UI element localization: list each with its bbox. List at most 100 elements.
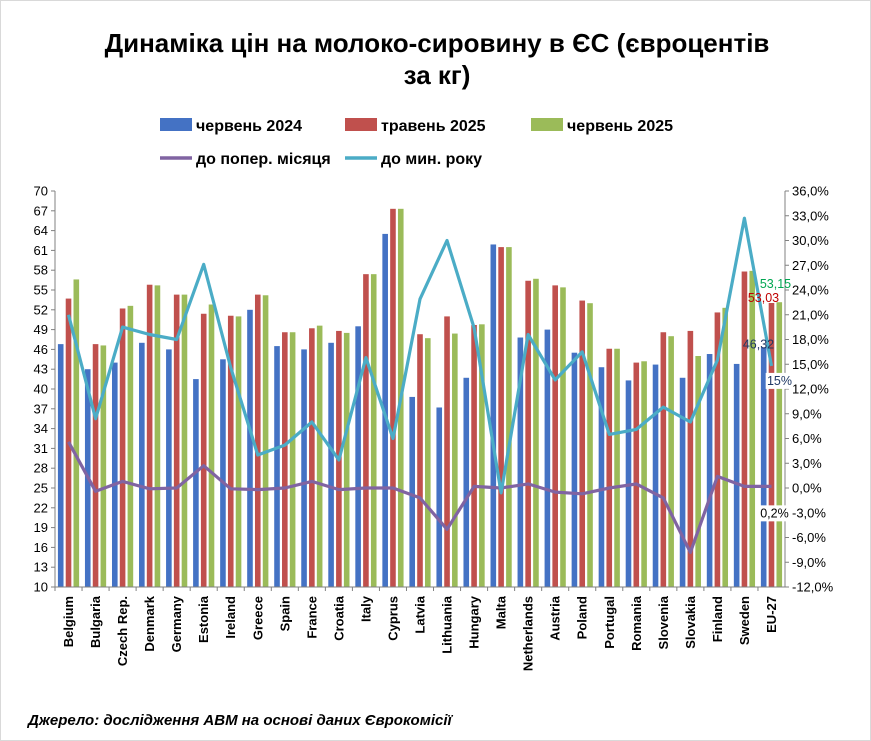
legend-swatch-jun2024 [160,118,192,131]
y-left-tick-label: 31 [34,441,48,456]
x-tick-label-romania: Romania [629,595,644,651]
bar-jun2024-czech-rep [111,362,118,587]
bar-may2025-romania [633,362,640,587]
y-left-tick-label: 19 [34,520,48,535]
legend-swatch-jun2025 [531,118,563,131]
x-tick-label-austria: Austria [548,595,563,641]
x-tick-label-estonia: Estonia [196,595,211,643]
y-left-tick-label: 10 [34,580,48,595]
bar-may2025-ireland [227,315,234,587]
x-tick-label-germany: Germany [169,595,184,652]
bar-jun2025-lithuania [452,333,458,587]
y-left-tick-label: 28 [34,461,48,476]
bar-jun2025-greece [262,295,269,587]
y-right-tick-label: 0,0% [792,481,822,496]
bar-may2025-spain [282,332,288,587]
bar-may2025-slovenia [660,332,667,587]
bar-jun2025-latvia [425,338,431,587]
bar-jun2025-germany [181,294,188,587]
y-right-tick-label: 3,0% [792,456,822,471]
bar-may2025-slovakia [687,330,694,587]
data-label-box-eu_yoy [765,372,794,389]
legend-label-jun2024: червень 2024 [196,118,302,135]
bar-jun2024-croatia [328,342,334,587]
x-tick-label-latvia: Latvia [413,595,428,633]
y-right-tick-label: 6,0% [792,431,822,446]
bar-jun2025-portugal [614,348,620,587]
chart-title-line2: за кг) [404,60,471,90]
x-tick-label-netherlands: Netherlands [521,596,536,671]
bar-jun2024-portugal [598,367,605,587]
bar-jun2025-sweden [749,270,756,587]
y-right-tick-label: 33,0% [792,208,829,223]
bar-may2025-netherlands [525,280,531,587]
bar-jun2024-lithuania [436,407,443,587]
bar-may2025-greece [254,294,261,587]
y-left-tick-label: 16 [34,540,48,555]
bar-jun2024-hungary [463,377,470,587]
y-right-tick-label: 12,0% [792,382,829,397]
y-right-tick-label: 27,0% [792,258,829,273]
y-right-tick-label: 36,0% [792,184,829,199]
x-tick-label-malta: Malta [494,595,509,629]
x-tick-label-denmark: Denmark [142,595,157,651]
bar-may2025-italy [363,274,369,587]
x-tick-label-eu-27: EU-27 [764,596,779,633]
x-tick-label-lithuania: Lithuania [440,595,455,654]
bar-jun2025-poland [587,303,593,587]
bar-jun2025-netherlands [533,278,539,587]
y-left-tick-label: 49 [34,322,48,337]
y-left-tick-label: 61 [34,243,48,258]
bar-jun2024-slovakia [679,377,686,587]
axes-group: 70 67 64 61 58 55 52 49 46 43 40 37 34 31 28 25 22 19 16 13… [34,184,834,672]
data-label-eu_mom: 0,2% [760,506,789,520]
bar-jun2025-malta [506,247,512,587]
bar-jun2025-czech-rep [127,305,134,587]
bar-may2025-portugal [606,348,613,587]
bar-may2025-malta [498,247,504,587]
bar-may2025-estonia [200,313,207,587]
y-right-tick-label: 15,0% [792,357,829,372]
x-tick-label-hungary: Hungary [467,595,482,649]
bar-jun2024-belgium [57,344,64,587]
bar-jun2025-france [316,325,323,587]
bar-jun2024-spain [274,346,280,587]
bar-may2025-denmark [146,284,153,587]
x-tick-label-belgium: Belgium [61,596,76,647]
bar-jun2024-france [301,349,307,587]
bar-jun2025-slovenia [668,336,674,587]
y-right-tick-label: -9,0% [792,555,826,570]
x-tick-label-poland: Poland [575,596,590,639]
legend-label-may2025: травень 2025 [381,118,486,135]
x-tick-label-slovakia: Slovakia [683,595,698,649]
bar-jun2024-poland [571,352,578,587]
y-left-tick-label: 55 [34,283,48,298]
y-left-tick-label: 13 [34,560,48,575]
bar-jun2024-estonia [193,379,199,587]
y-right-tick-label: -3,0% [792,505,826,520]
data-label-eu_jun2024: 46,32 [743,337,774,351]
x-tick-label-cyprus: Cyprus [386,596,401,641]
bar-jun2025-romania [641,361,647,587]
bar-jun2025-croatia [343,332,350,587]
bar-may2025-hungary [471,324,477,587]
x-tick-label-finland: Finland [710,596,725,642]
x-tick-label-bulgaria: Bulgaria [88,595,103,648]
bar-may2025-austria [552,285,558,587]
bar-jun2024-malta [490,244,497,587]
x-tick-label-sweden: Sweden [737,596,752,645]
bar-jun2024-sweden [733,363,740,587]
bar-may2025-france [309,328,315,587]
bar-jun2024-denmark [139,342,145,587]
x-tick-label-portugal: Portugal [602,596,617,649]
y-left-tick-label: 64 [34,223,48,238]
line-yoy [66,216,774,495]
bar-jun2024-finland [706,354,713,587]
bar-jun2025-eu-27 [776,302,783,587]
source-note: Джерело: дослідження АВМ на основі даних… [26,712,453,729]
x-tick-label-ireland: Ireland [223,596,238,639]
x-tick-label-italy: Italy [358,595,373,622]
bar-jun2025-italy [370,274,377,587]
chart-title-line1: Динаміка цін на молоко-сировину в ЄС (єв… [105,28,770,58]
